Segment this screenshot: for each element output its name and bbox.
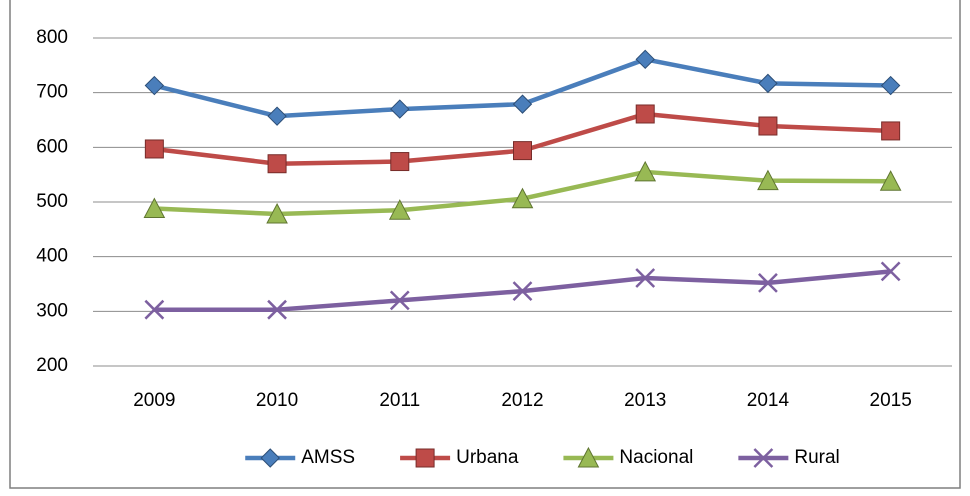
y-tick-label: 600 — [36, 136, 68, 157]
marker — [143, 197, 166, 219]
legend-label: AMSS — [301, 447, 355, 468]
marker — [144, 75, 165, 96]
marker — [512, 94, 533, 114]
marker — [880, 261, 901, 282]
chart-border — [9, 0, 961, 489]
marker — [758, 273, 778, 293]
marker — [635, 268, 656, 288]
marker — [758, 116, 778, 136]
marker — [390, 152, 410, 172]
x-tick-label: 2011 — [379, 390, 420, 411]
marker — [144, 299, 165, 320]
y-tick-label: 800 — [36, 27, 68, 48]
y-tick-label: 300 — [36, 300, 68, 321]
marker — [513, 141, 532, 161]
x-tick-label: 2013 — [624, 390, 666, 411]
x-tick-label: 2010 — [256, 390, 298, 411]
marker — [512, 281, 533, 301]
marker — [635, 49, 655, 70]
y-tick-label: 400 — [36, 246, 68, 267]
marker — [266, 202, 288, 224]
y-tick-label: 500 — [36, 191, 68, 212]
marker — [511, 187, 534, 209]
legend-label: Rural — [794, 447, 839, 468]
legend-marker — [415, 448, 435, 468]
marker — [389, 290, 410, 311]
marker — [267, 299, 287, 320]
marker — [757, 169, 779, 191]
x-tick-label: 2009 — [133, 390, 175, 411]
marker — [267, 106, 287, 126]
marker — [635, 104, 655, 124]
x-tick-label: 2014 — [747, 390, 790, 411]
y-tick-label: 200 — [36, 355, 68, 376]
marker — [388, 199, 411, 220]
marker — [881, 121, 901, 141]
legend-marker — [753, 448, 774, 468]
marker — [879, 170, 902, 191]
legend-label: Urbana — [456, 447, 519, 468]
x-tick-label: 2012 — [501, 390, 543, 411]
x-tick-label: 2015 — [870, 390, 912, 411]
legend-label: Nacional — [619, 447, 693, 468]
marker — [144, 139, 164, 159]
marker — [267, 154, 287, 174]
legend-marker — [260, 448, 280, 468]
legend-marker — [577, 446, 600, 468]
marker — [390, 99, 410, 119]
marker — [634, 160, 657, 182]
y-tick-label: 700 — [36, 82, 68, 103]
marker — [880, 75, 901, 96]
marker — [758, 73, 778, 94]
